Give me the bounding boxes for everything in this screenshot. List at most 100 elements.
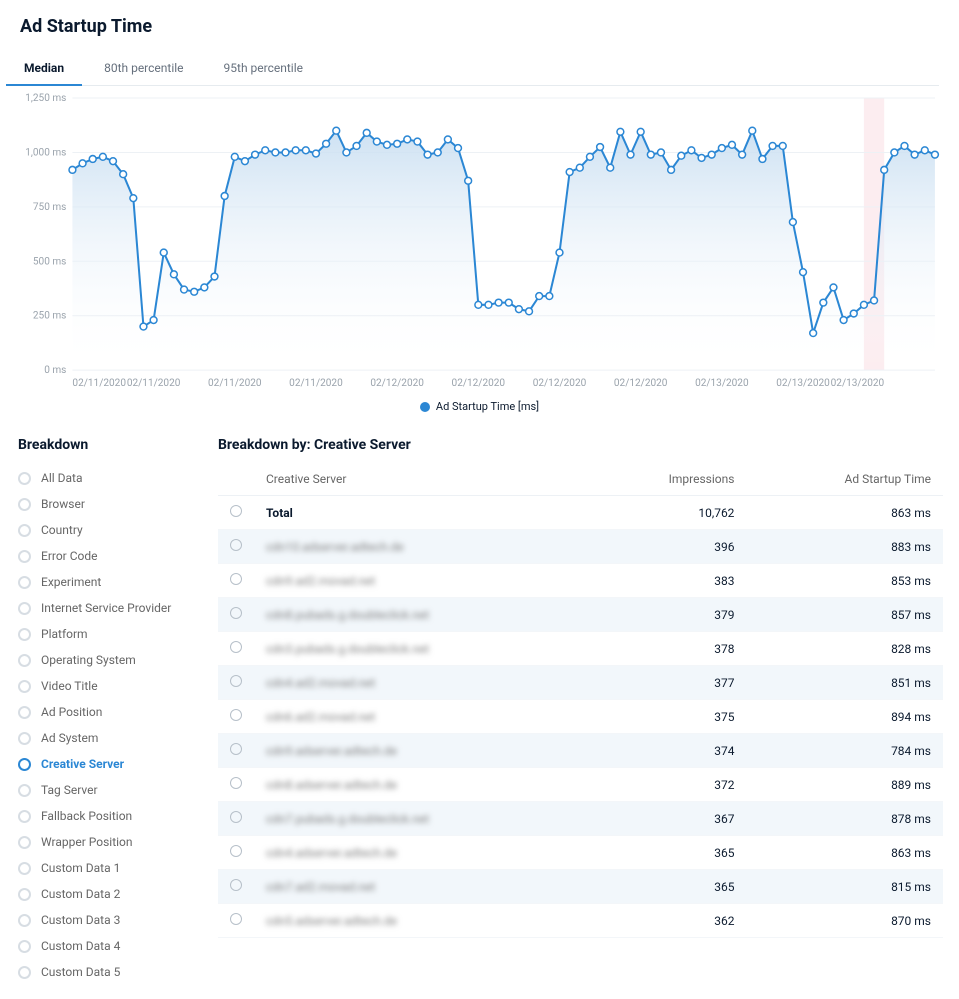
table-row[interactable]: cdn6.ad2.movad.net375894 ms	[218, 700, 943, 734]
col-header[interactable]: Ad Startup Time	[746, 463, 943, 496]
sidebar-item-ad-system[interactable]: Ad System	[18, 725, 210, 751]
cell-impressions: 379	[587, 598, 747, 632]
sidebar-item-label: Ad System	[41, 731, 98, 745]
sidebar-item-label: Fallback Position	[41, 809, 132, 823]
sidebar-item-wrapper-position[interactable]: Wrapper Position	[18, 829, 210, 855]
radio-icon	[18, 628, 31, 641]
page-header: Ad Startup Time Median 80th percentile 95t…	[0, 0, 959, 86]
cell-server: cdn4.adserver.adtech.de	[254, 836, 587, 870]
sidebar-item-tag-server[interactable]: Tag Server	[18, 777, 210, 803]
table-row[interactable]: cdn8.adserver.adtech.de372889 ms	[218, 768, 943, 802]
row-select[interactable]	[218, 496, 254, 530]
sidebar-item-browser[interactable]: Browser	[18, 491, 210, 517]
tabs: Median 80th percentile 95th percentile	[20, 51, 939, 86]
radio-icon	[18, 784, 31, 797]
sidebar-item-internet-service-provider[interactable]: Internet Service Provider	[18, 595, 210, 621]
radio-icon	[230, 607, 242, 619]
sidebar-item-all-data[interactable]: All Data	[18, 465, 210, 491]
cell-time: 815 ms	[746, 870, 943, 904]
row-select[interactable]	[218, 836, 254, 870]
cell-impressions: 365	[587, 836, 747, 870]
sidebar-item-label: Wrapper Position	[41, 835, 133, 849]
row-select[interactable]	[218, 734, 254, 768]
sidebar-item-label: Custom Data 2	[41, 887, 120, 901]
cell-time: 878 ms	[746, 802, 943, 836]
col-header[interactable]: Impressions	[587, 463, 747, 496]
radio-icon	[230, 913, 242, 925]
radio-icon	[230, 573, 242, 585]
server-name: cdn7.ad2.movad.net	[266, 880, 375, 894]
cell-server: cdn10.adserver.adtech.de	[254, 530, 587, 564]
svg-text:02/12/2020: 02/12/2020	[370, 378, 424, 389]
tab-95th-percentile[interactable]: 95th percentile	[220, 51, 307, 85]
table-row[interactable]: cdn3.pubads.g.doubleclick.net378828 ms	[218, 632, 943, 666]
cell-server: cdn4.ad2.movad.net	[254, 666, 587, 700]
radio-icon	[18, 576, 31, 589]
sidebar-item-creative-server[interactable]: Creative Server	[18, 751, 210, 777]
sidebar-item-country[interactable]: Country	[18, 517, 210, 543]
radio-icon	[230, 641, 242, 653]
table-row[interactable]: cdn4.adserver.adtech.de365863 ms	[218, 836, 943, 870]
cell-impressions: 375	[587, 700, 747, 734]
col-header[interactable]: Creative Server	[254, 463, 587, 496]
row-select[interactable]	[218, 666, 254, 700]
cell-time: 851 ms	[746, 666, 943, 700]
cell-server: cdn5.adserver.adtech.de	[254, 904, 587, 938]
radio-icon	[18, 940, 31, 953]
row-select[interactable]	[218, 870, 254, 904]
row-select[interactable]	[218, 904, 254, 938]
sidebar-item-custom-data-5[interactable]: Custom Data 5	[18, 959, 210, 985]
radio-icon	[230, 743, 242, 755]
table-row[interactable]: cdn5.adserver.adtech.de362870 ms	[218, 904, 943, 938]
sidebar-item-label: Tag Server	[41, 783, 98, 797]
page-title: Ad Startup Time	[20, 16, 939, 37]
row-select[interactable]	[218, 564, 254, 598]
row-select[interactable]	[218, 802, 254, 836]
sidebar-item-experiment[interactable]: Experiment	[18, 569, 210, 595]
cell-time: 863 ms	[746, 496, 943, 530]
cell-time: 889 ms	[746, 768, 943, 802]
table-row[interactable]: cdn9.ad2.movad.net383853 ms	[218, 564, 943, 598]
table-row[interactable]: cdn7.ad2.movad.net365815 ms	[218, 870, 943, 904]
sidebar-item-custom-data-2[interactable]: Custom Data 2	[18, 881, 210, 907]
row-select[interactable]	[218, 632, 254, 666]
table-row[interactable]: cdn8.pubads.g.doubleclick.net379857 ms	[218, 598, 943, 632]
table-row[interactable]: cdn7.pubads.g.doubleclick.net367878 ms	[218, 802, 943, 836]
row-select[interactable]	[218, 768, 254, 802]
cell-server: cdn8.pubads.g.doubleclick.net	[254, 598, 587, 632]
tab-median[interactable]: Median	[20, 51, 68, 85]
sidebar-list: All DataBrowserCountryError Code Experime…	[18, 465, 210, 985]
sidebar-item-custom-data-1[interactable]: Custom Data 1	[18, 855, 210, 881]
svg-text:02/12/2020: 02/12/2020	[533, 378, 587, 389]
svg-text:02/13/2020: 02/13/2020	[776, 378, 830, 389]
sidebar-item-label: Experiment	[41, 575, 101, 589]
table-row[interactable]: cdn10.adserver.adtech.de396883 ms	[218, 530, 943, 564]
sidebar-item-video-title[interactable]: Video Title	[18, 673, 210, 699]
sidebar-item-custom-data-4[interactable]: Custom Data 4	[18, 933, 210, 959]
svg-text:02/11/2020: 02/11/2020	[208, 378, 262, 389]
col-header[interactable]	[218, 463, 254, 496]
sidebar-item-custom-data-3[interactable]: Custom Data 3	[18, 907, 210, 933]
table-row[interactable]: cdn9.adserver.adtech.de374784 ms	[218, 734, 943, 768]
sidebar-item-platform[interactable]: Platform	[18, 621, 210, 647]
sidebar-item-ad-position[interactable]: Ad Position	[18, 699, 210, 725]
radio-icon	[230, 709, 242, 721]
table-row[interactable]: Total10,762863 ms	[218, 496, 943, 530]
radio-icon	[18, 966, 31, 979]
chart-svg: 0 ms250 ms500 ms750 ms1,000 ms1,250 ms02…	[16, 92, 943, 394]
row-select[interactable]	[218, 700, 254, 734]
radio-icon	[18, 602, 31, 615]
radio-icon	[230, 845, 242, 857]
sidebar-item-fallback-position[interactable]: Fallback Position	[18, 803, 210, 829]
tab-80th-percentile[interactable]: 80th percentile	[100, 51, 187, 85]
cell-server: cdn6.ad2.movad.net	[254, 700, 587, 734]
sidebar-item-error-code[interactable]: Error Code	[18, 543, 210, 569]
radio-icon	[230, 539, 242, 551]
table-row[interactable]: cdn4.ad2.movad.net377851 ms	[218, 666, 943, 700]
breakdown-sidebar: Breakdown All DataBrowserCountryError Co…	[0, 423, 210, 999]
row-select[interactable]	[218, 530, 254, 564]
row-select[interactable]	[218, 598, 254, 632]
sidebar-item-operating-system[interactable]: Operating System	[18, 647, 210, 673]
svg-text:0 ms: 0 ms	[44, 365, 66, 376]
cell-impressions: 378	[587, 632, 747, 666]
